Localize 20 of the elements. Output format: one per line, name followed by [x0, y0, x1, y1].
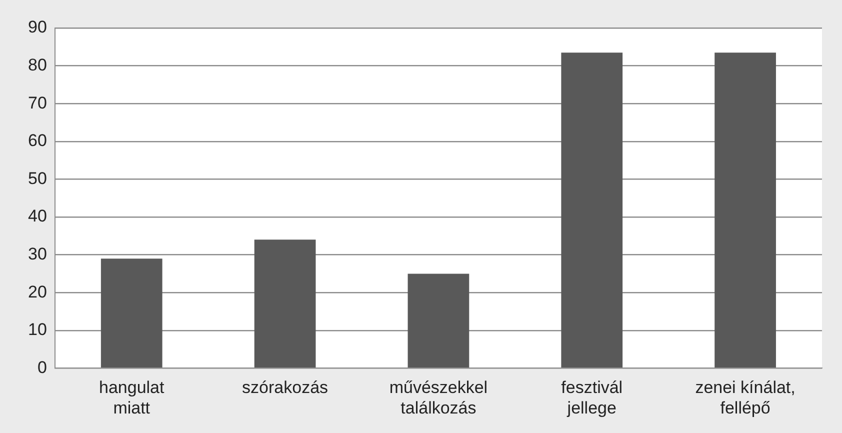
x-tick-label: szórakozás	[242, 378, 328, 398]
bar	[714, 52, 776, 368]
y-tick-label: 80	[28, 55, 47, 74]
y-tick-label: 90	[28, 18, 47, 37]
y-tick-label: 50	[28, 168, 47, 188]
bar	[561, 52, 623, 368]
y-tick-label: 0	[37, 358, 47, 377]
y-tick-label: 40	[28, 206, 47, 226]
y-tick-label: 30	[28, 244, 47, 264]
bar	[254, 240, 316, 368]
x-tick-label: zenei kínálat, fellépő	[695, 378, 796, 418]
x-tick-label: fesztivál jellege	[561, 378, 623, 418]
y-tick-label: 10	[28, 320, 47, 340]
bar	[408, 274, 470, 368]
y-tick-label: 70	[28, 93, 47, 112]
y-tick-label: 60	[28, 131, 47, 150]
x-tick-label: művészekkel találkozás	[389, 378, 488, 418]
x-tick-label: hangulat miatt	[99, 378, 165, 418]
y-tick-label: 20	[28, 282, 47, 302]
bar	[100, 258, 162, 368]
